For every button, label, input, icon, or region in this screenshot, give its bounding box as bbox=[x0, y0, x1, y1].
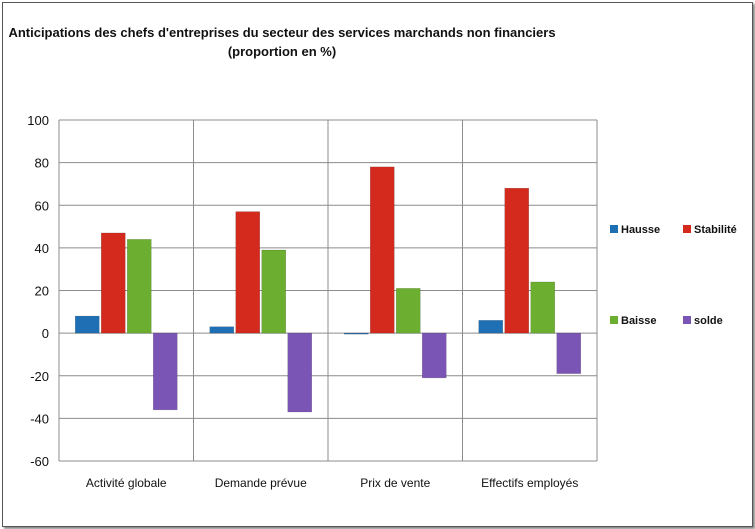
bars bbox=[75, 166, 581, 413]
bar-hausse-2 bbox=[344, 332, 369, 335]
legend-swatch-stabilité bbox=[683, 225, 691, 233]
y-tick-label: 40 bbox=[35, 241, 49, 256]
legend: Hausse Stabilité Baisse solde bbox=[610, 224, 737, 327]
bar-solde-2 bbox=[422, 332, 447, 379]
bar-stabilité-3 bbox=[504, 187, 529, 334]
y-tick-label: 100 bbox=[27, 113, 49, 128]
y-tick-label: 20 bbox=[35, 284, 49, 299]
bar-solde-1 bbox=[287, 332, 312, 413]
bar-stabilité-1 bbox=[235, 211, 260, 334]
x-category-label: Effectifs employés bbox=[481, 476, 578, 490]
legend-label-hausse: Hausse bbox=[621, 224, 660, 236]
bar-baisse-0 bbox=[127, 239, 152, 334]
chart-title-line-2: (proportion en %) bbox=[228, 44, 336, 59]
x-category-label: Activité globale bbox=[86, 476, 167, 490]
y-tick-label: -40 bbox=[30, 411, 49, 426]
bar-baisse-3 bbox=[530, 281, 555, 334]
legend-label-stabilité: Stabilité bbox=[694, 224, 737, 236]
x-category-label: Prix de vente bbox=[360, 476, 430, 490]
y-tick-label: -60 bbox=[30, 454, 49, 469]
y-tick-label: 80 bbox=[35, 156, 49, 171]
y-tick-label: 0 bbox=[42, 326, 49, 341]
legend-label-solde: solde bbox=[694, 315, 723, 327]
legend-swatch-hausse bbox=[610, 225, 618, 233]
bar-baisse-1 bbox=[261, 249, 286, 334]
bar-stabilité-0 bbox=[101, 232, 126, 334]
bar-stabilité-2 bbox=[370, 166, 395, 334]
y-tick-label: -20 bbox=[30, 369, 49, 384]
legend-label-baisse: Baisse bbox=[621, 315, 656, 327]
bar-hausse-3 bbox=[478, 320, 503, 334]
bar-solde-0 bbox=[153, 332, 178, 411]
bar-baisse-2 bbox=[396, 288, 421, 334]
bar-hausse-0 bbox=[75, 315, 100, 334]
legend-swatch-solde bbox=[683, 316, 691, 324]
bar-hausse-1 bbox=[209, 326, 234, 334]
bar-solde-3 bbox=[556, 332, 581, 374]
legend-swatch-baisse bbox=[610, 316, 618, 324]
chart-title: Anticipations des chefs d'entreprises du… bbox=[8, 25, 555, 59]
y-tick-label: 60 bbox=[35, 198, 49, 213]
axes: 100 80 60 40 20 0 -20 -40 -60 Activité globale Dem… bbox=[27, 113, 578, 490]
x-category-label: Demande prévue bbox=[215, 476, 307, 490]
chart-title-line-1: Anticipations des chefs d'entreprises du… bbox=[8, 25, 555, 40]
